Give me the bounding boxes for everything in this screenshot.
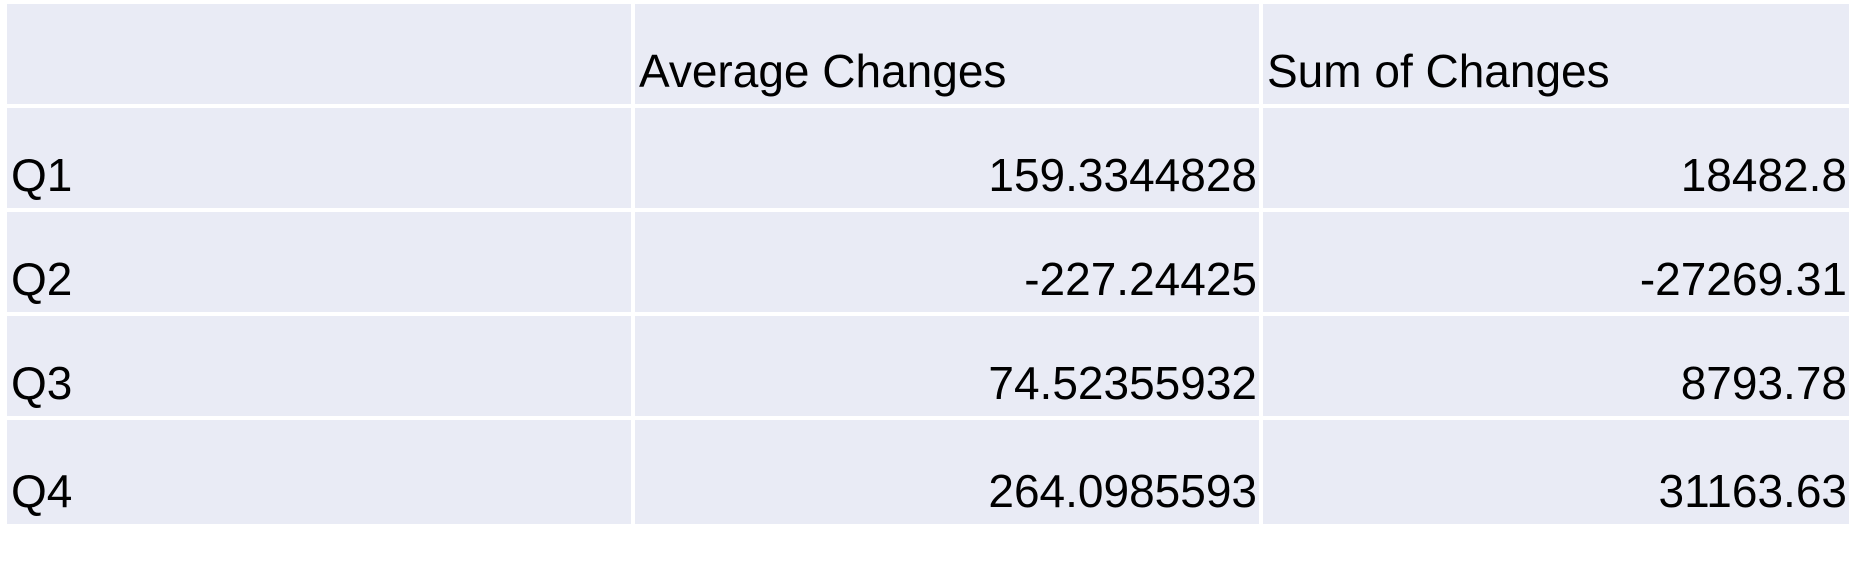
- quarterly-changes-table: Average Changes Sum of Changes Q1 159.33…: [7, 4, 1849, 524]
- table-row: Q2 -227.24425 -27269.31: [7, 212, 1849, 316]
- row-label: Q2: [7, 212, 635, 316]
- table-row: Q3 74.52355932 8793.78: [7, 316, 1849, 420]
- header-cell-empty: [7, 4, 635, 108]
- row-label: Q1: [7, 108, 635, 212]
- table-row: Q1 159.3344828 18482.8: [7, 108, 1849, 212]
- row-label: Q3: [7, 316, 635, 420]
- header-row: Average Changes Sum of Changes: [7, 4, 1849, 108]
- average-changes-cell: 264.0985593: [635, 420, 1263, 524]
- header-sum-of-changes: Sum of Changes: [1263, 4, 1849, 108]
- sum-of-changes-cell: 31163.63: [1263, 420, 1849, 524]
- sum-of-changes-cell: -27269.31: [1263, 212, 1849, 316]
- average-changes-cell: 159.3344828: [635, 108, 1263, 212]
- sum-of-changes-cell: 8793.78: [1263, 316, 1849, 420]
- table-row: Q4 264.0985593 31163.63: [7, 420, 1849, 524]
- average-changes-cell: 74.52355932: [635, 316, 1263, 420]
- average-changes-cell: -227.24425: [635, 212, 1263, 316]
- sum-of-changes-cell: 18482.8: [1263, 108, 1849, 212]
- header-average-changes: Average Changes: [635, 4, 1263, 108]
- row-label: Q4: [7, 420, 635, 524]
